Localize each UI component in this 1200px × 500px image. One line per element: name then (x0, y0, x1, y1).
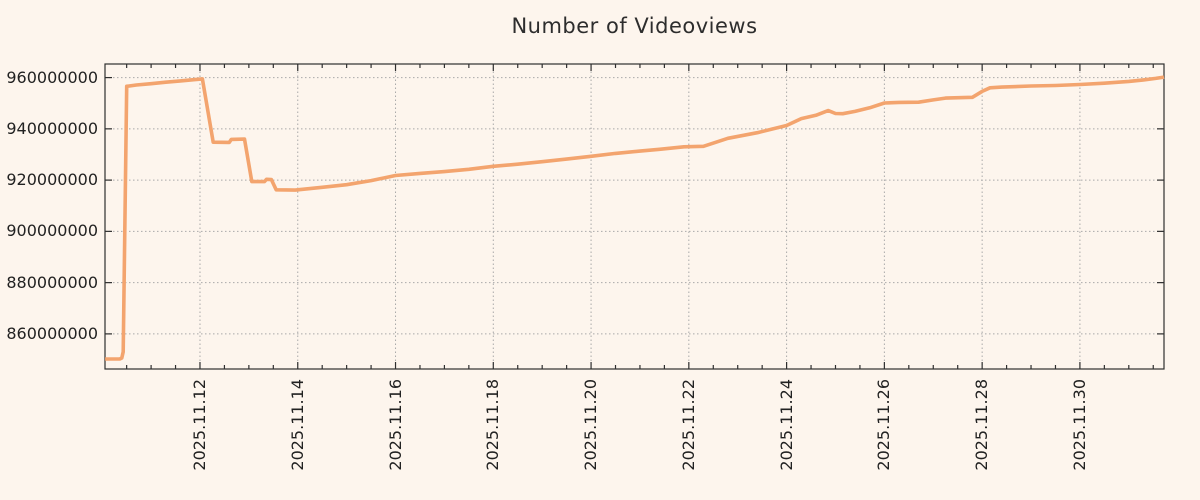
x-tick-label: 2025.11.22 (678, 379, 698, 471)
y-tick-label: 960000000 (6, 67, 98, 87)
y-tick-label: 860000000 (6, 323, 98, 343)
x-tick-label: 2025.11.28 (972, 379, 992, 471)
x-tick-label: 2025.11.24 (776, 379, 796, 471)
plot-frame (104, 63, 1165, 370)
y-tick-label: 900000000 (6, 221, 98, 241)
y-tick-label: 920000000 (6, 170, 98, 190)
y-tick-label: 940000000 (6, 118, 98, 138)
x-tick-label: 2025.11.30 (1069, 379, 1089, 471)
x-tick-label: 2025.11.20 (581, 379, 601, 471)
x-tick-label: 2025.11.18 (483, 379, 503, 471)
chart-title: Number of Videoviews (511, 14, 758, 38)
x-tick-label: 2025.11.12 (189, 379, 209, 471)
y-tick-label: 880000000 (6, 272, 98, 292)
x-tick-label: 2025.11.26 (874, 379, 894, 471)
x-tick-label: 2025.11.16 (385, 379, 405, 471)
x-tick-label: 2025.11.14 (287, 379, 307, 471)
videoviews-series-line (105, 75, 1165, 361)
